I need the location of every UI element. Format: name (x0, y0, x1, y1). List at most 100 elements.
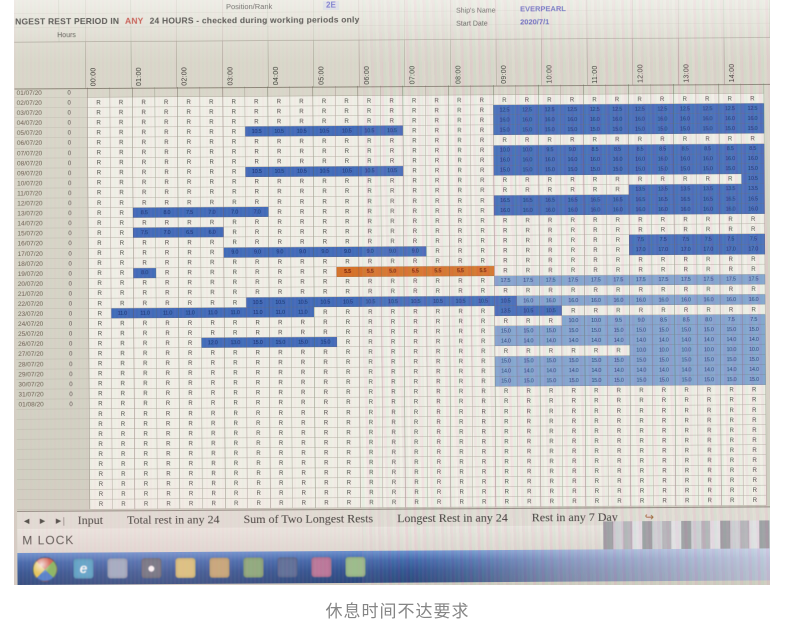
rest-mark-cell[interactable]: R (157, 478, 181, 490)
rest-mark-cell[interactable]: R (404, 346, 428, 357)
rest-hours-cell[interactable]: 15.0 (494, 376, 518, 387)
rest-hours-cell[interactable]: 9.0 (629, 315, 653, 326)
rest-mark-cell[interactable]: R (313, 236, 337, 247)
rest-hours-cell[interactable]: 10.5 (290, 166, 314, 177)
rest-mark-cell[interactable]: R (224, 367, 247, 379)
row-flag-cell[interactable]: 0 (61, 188, 79, 199)
rest-mark-cell[interactable]: R (629, 264, 653, 276)
rest-mark-cell[interactable]: R (291, 267, 315, 278)
rest-mark-cell[interactable]: R (472, 336, 495, 347)
rest-mark-cell[interactable]: R (427, 477, 451, 488)
rest-mark-cell[interactable]: R (675, 405, 699, 416)
rest-mark-cell[interactable]: R (426, 286, 450, 297)
rest-mark-cell[interactable]: R (562, 436, 586, 447)
rest-mark-cell[interactable]: R (539, 406, 563, 417)
rest-hours-cell[interactable]: 16.0 (742, 294, 766, 305)
rest-mark-cell[interactable]: R (156, 328, 180, 339)
rest-hours-cell[interactable]: 14.0 (674, 365, 698, 376)
rest-mark-cell[interactable]: R (427, 447, 451, 458)
row-flag-cell[interactable]: 0 (61, 248, 79, 259)
rest-hours-cell[interactable]: 8.5 (741, 143, 765, 154)
row-date-cell[interactable]: 23/07/20 (15, 308, 62, 320)
rest-hours-cell[interactable]: 15.0 (314, 337, 337, 348)
rest-hours-cell[interactable]: 10.5 (267, 126, 291, 137)
rest-mark-cell[interactable]: R (382, 407, 406, 418)
rest-hours-cell[interactable]: 16.0 (719, 294, 743, 305)
rest-mark-cell[interactable]: R (177, 167, 201, 178)
sheet-nav-arrow-icon[interactable]: ► (38, 515, 48, 526)
rest-mark-cell[interactable]: R (88, 288, 112, 299)
rest-mark-cell[interactable]: R (224, 468, 248, 479)
rest-mark-cell[interactable]: R (87, 187, 111, 199)
rest-hours-cell[interactable]: 12.5 (538, 104, 561, 115)
rest-mark-cell[interactable]: R (313, 226, 337, 237)
rest-mark-cell[interactable]: R (111, 348, 135, 359)
rest-mark-cell[interactable]: R (404, 316, 427, 327)
rest-mark-cell[interactable]: R (134, 499, 158, 510)
rest-mark-cell[interactable]: R (673, 134, 697, 145)
rest-mark-cell[interactable]: R (449, 436, 473, 448)
rest-mark-cell[interactable]: R (290, 136, 314, 147)
rest-mark-cell[interactable]: R (222, 126, 246, 137)
rest-mark-cell[interactable]: R (539, 396, 563, 407)
rest-mark-cell[interactable]: R (493, 175, 517, 186)
rest-hours-cell[interactable]: 16.0 (718, 113, 742, 124)
rest-mark-cell[interactable]: R (313, 317, 337, 328)
rest-hours-cell[interactable]: 15.0 (742, 374, 766, 385)
row-date-cell[interactable]: 18/07/20 (15, 258, 62, 269)
rest-mark-cell[interactable]: R (359, 447, 383, 458)
rest-hours-cell[interactable]: 12.5 (718, 103, 742, 114)
rest-mark-cell[interactable]: R (742, 254, 766, 265)
rest-mark-cell[interactable]: R (358, 236, 382, 247)
empty-cell[interactable] (245, 86, 268, 97)
rest-mark-cell[interactable]: R (427, 356, 450, 367)
rest-hours-cell[interactable]: 17.0 (719, 244, 743, 255)
rest-mark-cell[interactable]: R (87, 97, 110, 108)
rest-hours-cell[interactable]: 7.5 (719, 234, 743, 245)
rest-mark-cell[interactable]: R (112, 489, 136, 500)
rest-mark-cell[interactable]: R (245, 196, 269, 208)
rest-mark-cell[interactable]: R (673, 174, 697, 185)
row-flag-cell[interactable]: 0 (60, 137, 78, 148)
row-date-cell[interactable]: 22/07/20 (15, 298, 62, 310)
rest-mark-cell[interactable]: R (448, 145, 472, 156)
rest-mark-cell[interactable]: R (448, 245, 472, 257)
rest-mark-cell[interactable]: R (132, 117, 156, 128)
rest-hours-cell[interactable]: 15.0 (718, 123, 742, 134)
hour-column-header[interactable]: 05:00 (313, 40, 360, 87)
rest-mark-cell[interactable]: R (312, 146, 336, 157)
rest-mark-cell[interactable]: R (404, 376, 428, 388)
rest-hours-cell[interactable]: 15.0 (494, 356, 518, 367)
rest-mark-cell[interactable]: R (380, 115, 404, 126)
rest-mark-cell[interactable]: R (561, 235, 585, 246)
rest-mark-cell[interactable]: R (563, 496, 587, 507)
rest-mark-cell[interactable]: R (133, 368, 157, 379)
hour-column-header[interactable]: 11:00 (586, 38, 634, 86)
rest-mark-cell[interactable]: R (563, 476, 587, 487)
position-rank-value[interactable]: 2E (323, 1, 339, 11)
rest-mark-cell[interactable]: R (606, 214, 630, 226)
rest-mark-cell[interactable]: R (156, 267, 179, 279)
rest-mark-cell[interactable]: R (336, 347, 360, 358)
rest-mark-cell[interactable]: R (697, 264, 721, 275)
rest-mark-cell[interactable]: R (246, 347, 270, 358)
rest-mark-cell[interactable]: R (179, 418, 203, 429)
row-date-cell[interactable]: 07/07/20 (14, 147, 61, 159)
rest-mark-cell[interactable]: R (698, 485, 722, 496)
sheet-nav-buttons[interactable]: ◄ ► ►| (22, 515, 65, 526)
rest-mark-cell[interactable]: R (268, 267, 292, 278)
rest-mark-cell[interactable]: R (178, 327, 202, 339)
rest-mark-cell[interactable]: R (292, 397, 315, 408)
rest-mark-cell[interactable]: R (224, 428, 248, 439)
rest-mark-cell[interactable]: R (449, 426, 473, 437)
rest-hours-cell[interactable]: 15.0 (584, 375, 608, 386)
rest-mark-cell[interactable]: R (313, 256, 337, 268)
rest-mark-cell[interactable]: R (269, 498, 293, 509)
rest-mark-cell[interactable]: R (314, 367, 338, 378)
rest-mark-cell[interactable]: R (518, 476, 541, 487)
rest-mark-cell[interactable]: R (156, 287, 180, 299)
rest-mark-cell[interactable]: R (720, 465, 744, 476)
rest-hours-cell[interactable]: 8.5 (132, 207, 156, 218)
rest-mark-cell[interactable]: R (380, 95, 404, 106)
rest-mark-cell[interactable]: R (607, 405, 631, 416)
